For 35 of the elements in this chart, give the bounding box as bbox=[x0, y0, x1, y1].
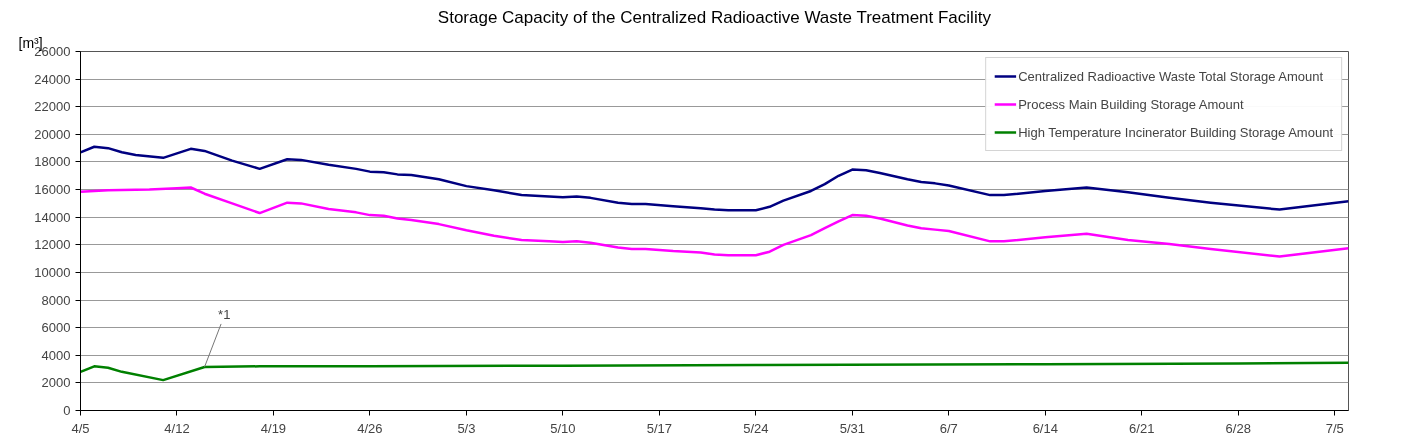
x-tick-label: 6/21 bbox=[1129, 420, 1155, 436]
line-series bbox=[80, 145, 1349, 212]
y-tick-label: 24000 bbox=[34, 71, 71, 87]
x-tick-label: 6/28 bbox=[1225, 420, 1251, 436]
y-tick-label: 8000 bbox=[41, 292, 71, 308]
x-tick-label: 7/5 bbox=[1325, 420, 1344, 436]
x-tick-label: 5/24 bbox=[743, 420, 769, 436]
legend-label: Centralized Radioactive Waste Total Storage Amount bbox=[1018, 68, 1324, 84]
x-tick-label: 4/12 bbox=[164, 420, 190, 436]
y-tick-label: 18000 bbox=[34, 154, 71, 170]
y-tick-label: 16000 bbox=[34, 182, 71, 198]
y-tick-label: 0 bbox=[63, 403, 71, 418]
line-series bbox=[80, 361, 1349, 382]
x-tick-label: 5/10 bbox=[550, 420, 576, 436]
x-tick-label: 5/3 bbox=[457, 420, 476, 436]
x-tick-label: 5/31 bbox=[839, 420, 865, 436]
legend-label: Process Main Building Storage Amount bbox=[1018, 96, 1244, 112]
legend-label: High Temperature Incinerator Building Storage Amount bbox=[1018, 124, 1333, 140]
x-tick-label: 4/19 bbox=[260, 420, 287, 436]
y-tick-label: 20000 bbox=[34, 126, 71, 142]
x-tick-label: 4/26 bbox=[357, 420, 383, 436]
x-tick-label: 5/17 bbox=[646, 420, 673, 436]
chart-title: Storage Capacity of the Centralized Radioactive Waste Treatment Facility bbox=[437, 7, 992, 27]
x-tick-label: 6/14 bbox=[1032, 420, 1058, 436]
x-tick-label: 6/7 bbox=[939, 420, 958, 436]
y-tick-label: 14000 bbox=[34, 209, 71, 225]
y-tick-label: 22000 bbox=[34, 99, 71, 115]
annotation: *1 bbox=[218, 306, 231, 322]
x-tick-label: 4/5 bbox=[71, 420, 90, 436]
line-series bbox=[80, 186, 1349, 258]
y-tick-label: 2000 bbox=[41, 375, 71, 391]
y-tick-label: 4000 bbox=[41, 347, 71, 363]
y-tick-label: 10000 bbox=[34, 264, 71, 280]
y-tick-label: 12000 bbox=[34, 237, 71, 253]
y-tick-label: 6000 bbox=[41, 320, 71, 336]
